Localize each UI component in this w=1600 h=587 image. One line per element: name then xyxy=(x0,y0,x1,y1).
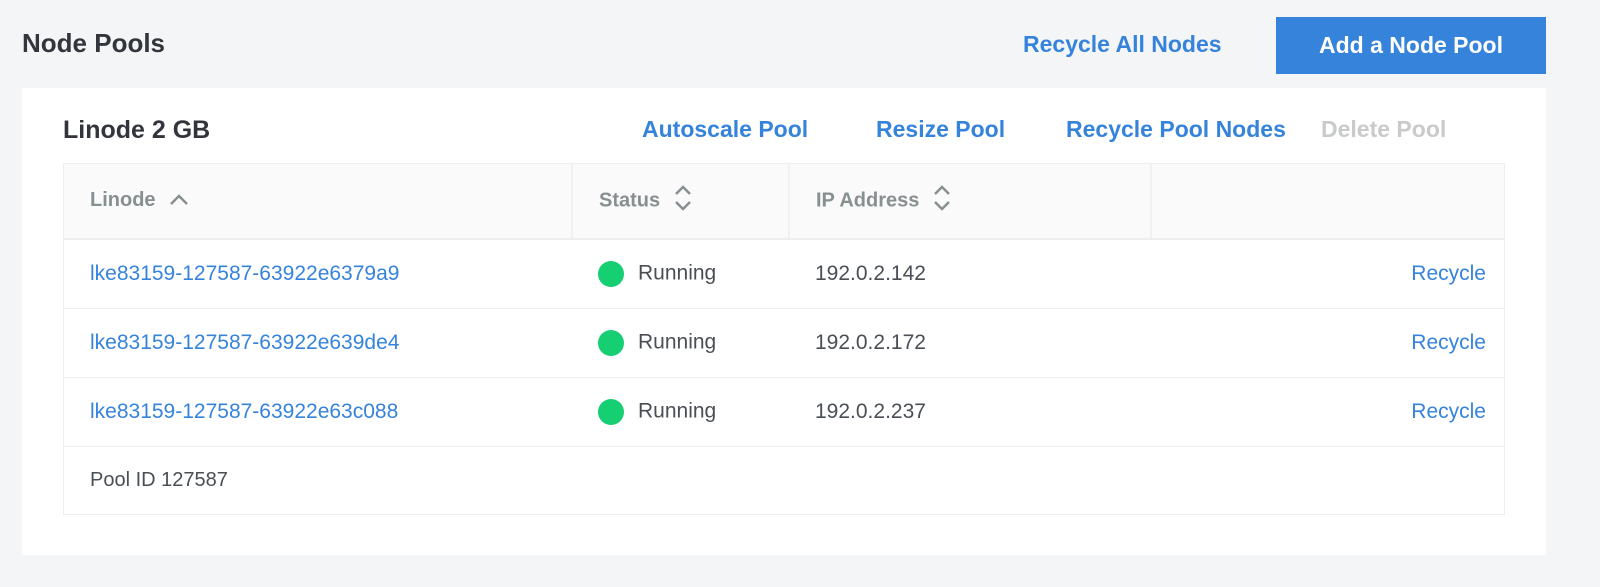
ip-address: 192.0.2.237 xyxy=(789,377,1151,447)
pool-title: Linode 2 GB xyxy=(63,116,211,144)
status-text: Running xyxy=(638,399,717,423)
ip-address: 192.0.2.142 xyxy=(789,239,1151,309)
page-title: Node Pools xyxy=(22,28,166,58)
linode-link[interactable]: lke83159-127587-63922e63c088 xyxy=(90,400,399,423)
table-row: lke83159-127587-63922e6379a9 Running 192… xyxy=(63,239,1505,309)
resize-pool-button[interactable]: Resize Pool xyxy=(876,116,1006,142)
delete-pool-button: Delete Pool xyxy=(1321,116,1447,142)
recycle-node-button[interactable]: Recycle xyxy=(1411,400,1486,423)
status-dot-icon xyxy=(598,330,624,356)
linode-link[interactable]: lke83159-127587-63922e639de4 xyxy=(90,331,400,354)
table-row: lke83159-127587-63922e639de4 Running 192… xyxy=(63,308,1505,378)
status-text: Running xyxy=(638,330,717,354)
column-header-actions xyxy=(1151,163,1505,240)
sort-chevrons-icon xyxy=(672,184,694,218)
node-pool-card: Linode 2 GB Autoscale Pool Resize Pool R… xyxy=(22,88,1546,555)
table-row: lke83159-127587-63922e63c088 Running 192… xyxy=(63,377,1505,447)
column-header-status[interactable]: Status xyxy=(572,163,790,240)
table-header-row: Linode Status IP Address xyxy=(63,163,1505,240)
column-header-ip-address[interactable]: IP Address xyxy=(789,163,1152,240)
column-label: IP Address xyxy=(816,189,920,212)
column-header-linode[interactable]: Linode xyxy=(63,163,573,240)
autoscale-pool-button[interactable]: Autoscale Pool xyxy=(642,116,809,142)
status-text: Running xyxy=(638,261,717,285)
recycle-all-nodes-button[interactable]: Recycle All Nodes xyxy=(1023,31,1222,57)
status-dot-icon xyxy=(598,399,624,425)
status-dot-icon xyxy=(598,261,624,287)
chevron-up-icon xyxy=(168,190,190,213)
recycle-node-button[interactable]: Recycle xyxy=(1411,331,1486,354)
recycle-node-button[interactable]: Recycle xyxy=(1411,262,1486,285)
sort-chevrons-icon xyxy=(931,184,953,218)
add-node-pool-button[interactable]: Add a Node Pool xyxy=(1276,17,1546,74)
linode-link[interactable]: lke83159-127587-63922e6379a9 xyxy=(90,262,400,285)
table-footer: Pool ID 127587 xyxy=(63,446,1505,515)
pool-id: Pool ID 127587 xyxy=(63,446,1505,515)
nodes-table: Linode Status IP Address lke83159-127587… xyxy=(63,163,1505,515)
column-label: Linode xyxy=(90,189,156,212)
recycle-pool-nodes-button[interactable]: Recycle Pool Nodes xyxy=(1066,116,1286,142)
column-label: Status xyxy=(599,189,661,212)
ip-address: 192.0.2.172 xyxy=(789,308,1151,378)
